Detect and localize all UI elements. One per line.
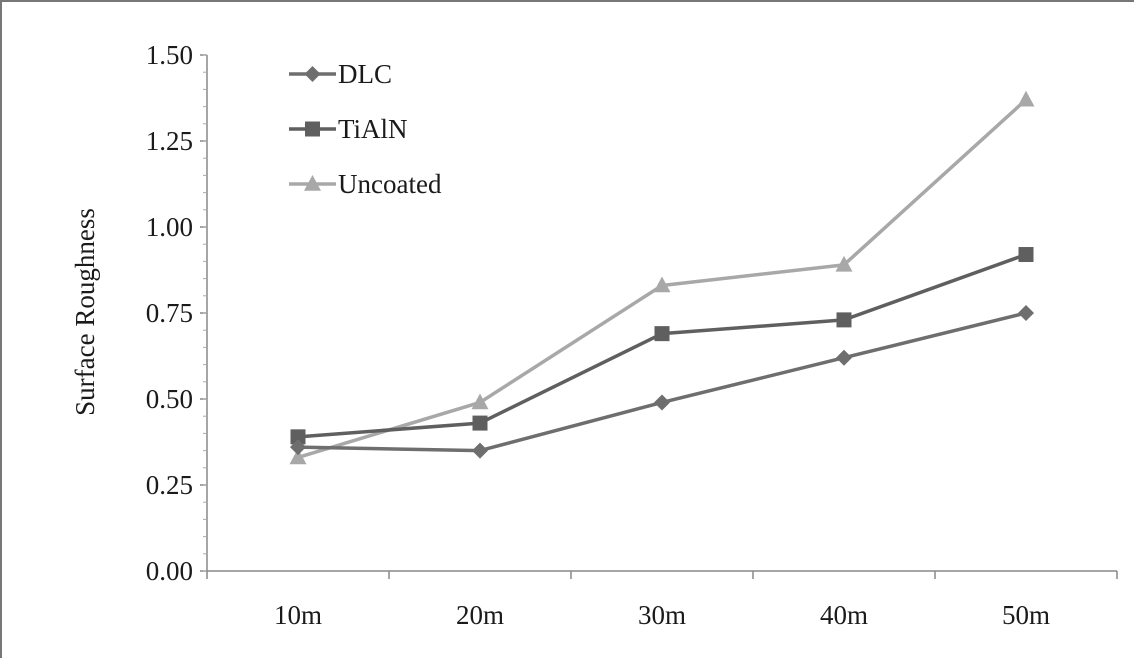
x-tick-label: 10m bbox=[274, 600, 322, 630]
data-point-tialn bbox=[836, 312, 852, 328]
series-uncoated bbox=[289, 90, 1035, 465]
series-dlc bbox=[290, 305, 1034, 459]
data-point-uncoated bbox=[1017, 90, 1035, 107]
y-tick-label: 1.25 bbox=[146, 126, 193, 156]
data-point-dlc bbox=[290, 439, 306, 456]
y-tick-label: 1.00 bbox=[146, 212, 193, 242]
y-tick-label: 0.75 bbox=[146, 298, 193, 328]
data-point-dlc bbox=[836, 349, 852, 366]
legend-item-uncoated: Uncoated bbox=[289, 169, 442, 199]
y-tick-label: 1.50 bbox=[146, 40, 193, 70]
data-point-tialn bbox=[1018, 247, 1034, 263]
y-axis-title: Surface Roughness bbox=[70, 208, 100, 416]
legend-label-uncoated: Uncoated bbox=[338, 169, 442, 199]
legend-label-tialn: TiAlN bbox=[338, 114, 408, 144]
legend-marker-uncoated bbox=[304, 175, 321, 191]
legend-marker-tialn bbox=[305, 121, 320, 137]
legend-label-dlc: DLC bbox=[338, 59, 392, 89]
x-tick-label: 40m bbox=[820, 600, 868, 630]
y-tick-label: 0.50 bbox=[146, 384, 193, 414]
data-point-uncoated bbox=[653, 276, 671, 293]
x-tick-label: 20m bbox=[456, 600, 504, 630]
data-point-tialn bbox=[472, 415, 488, 431]
y-tick-label: 0.00 bbox=[146, 556, 193, 586]
data-point-tialn bbox=[290, 429, 306, 445]
axes: 0.00 0.25 0.50 0.75 1.00 1.25 1.50 10m 20m 30m 40m… bbox=[146, 40, 1118, 630]
x-tick-label: 30m bbox=[638, 600, 686, 630]
x-tick-label: 50m bbox=[1002, 600, 1050, 630]
legend: DLC TiAlN Uncoated bbox=[289, 59, 442, 199]
data-point-dlc bbox=[472, 442, 488, 459]
data-point-uncoated bbox=[289, 448, 307, 465]
series-layer bbox=[289, 90, 1035, 465]
data-point-dlc bbox=[654, 394, 670, 411]
data-point-uncoated bbox=[835, 255, 853, 272]
series-tialn bbox=[290, 247, 1034, 445]
data-point-dlc bbox=[1018, 305, 1034, 321]
legend-marker-dlc bbox=[304, 66, 321, 82]
legend-item-tialn: TiAlN bbox=[289, 114, 408, 144]
data-point-tialn bbox=[654, 326, 670, 342]
data-point-uncoated bbox=[471, 393, 489, 410]
legend-item-dlc: DLC bbox=[289, 59, 392, 89]
y-tick-label: 0.25 bbox=[146, 470, 193, 500]
